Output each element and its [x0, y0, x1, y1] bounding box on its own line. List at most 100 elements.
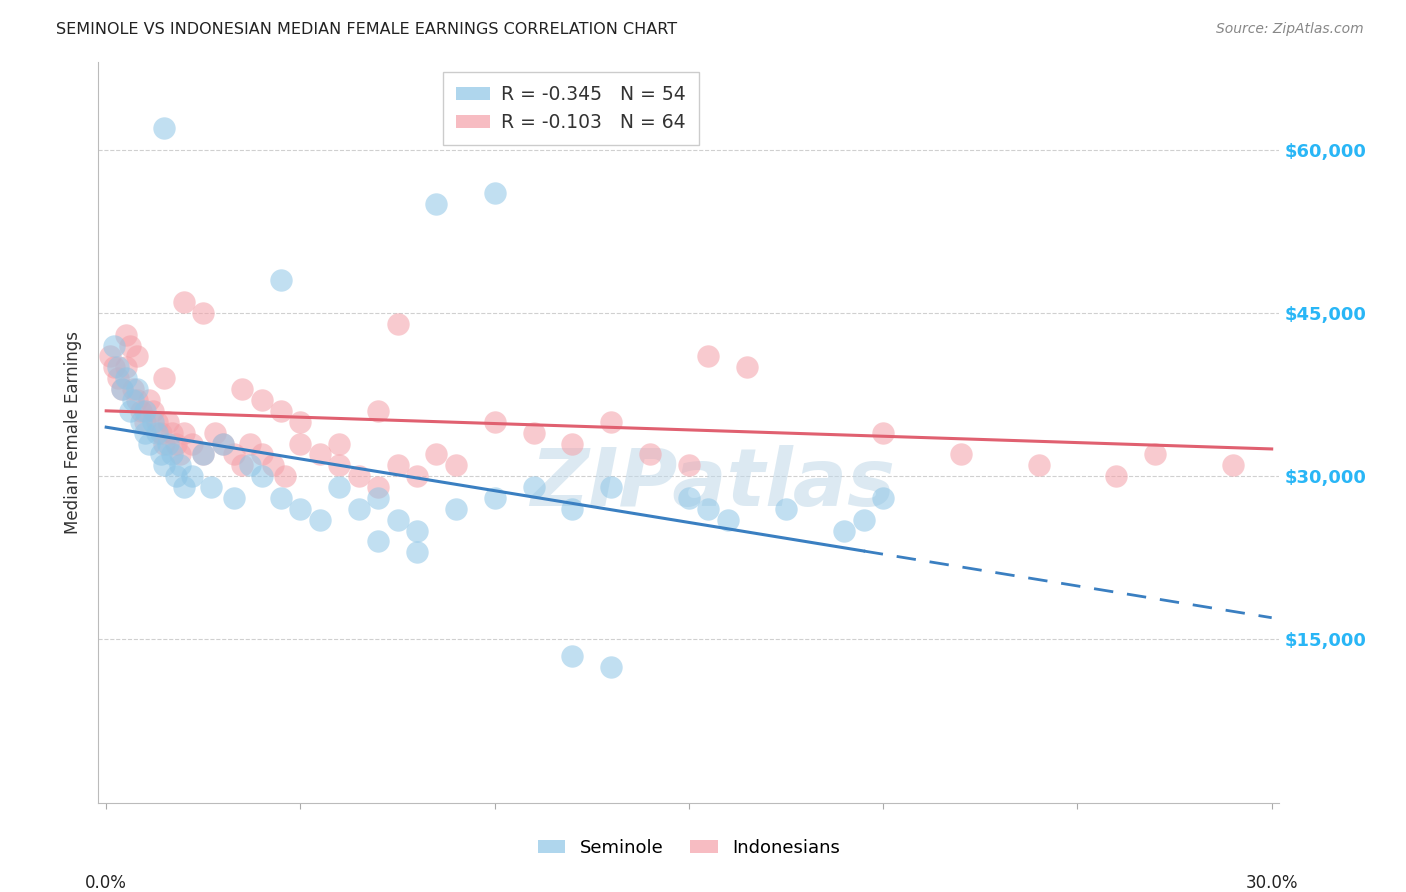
Point — [347, 469, 370, 483]
Point — [290, 501, 312, 516]
Point — [153, 120, 176, 135]
Point — [138, 436, 160, 450]
Point — [522, 425, 544, 440]
Point — [444, 458, 467, 473]
Point — [697, 350, 720, 364]
Point — [129, 415, 152, 429]
Point — [173, 480, 195, 494]
Point — [153, 436, 176, 450]
Point — [153, 458, 176, 473]
Point — [270, 273, 292, 287]
Point — [165, 469, 187, 483]
Point — [387, 458, 409, 473]
Point — [162, 447, 183, 461]
Point — [114, 327, 136, 342]
Text: SEMINOLE VS INDONESIAN MEDIAN FEMALE EARNINGS CORRELATION CHART: SEMINOLE VS INDONESIAN MEDIAN FEMALE EAR… — [56, 22, 678, 37]
Point — [561, 436, 583, 450]
Point — [1028, 458, 1050, 473]
Point — [118, 404, 141, 418]
Point — [114, 360, 136, 375]
Point — [153, 371, 176, 385]
Point — [834, 524, 856, 538]
Point — [129, 404, 152, 418]
Point — [111, 382, 134, 396]
Point — [231, 382, 253, 396]
Point — [250, 469, 273, 483]
Point — [157, 436, 180, 450]
Point — [169, 447, 191, 461]
Point — [367, 480, 389, 494]
Point — [157, 415, 180, 429]
Point — [852, 513, 875, 527]
Point — [1144, 447, 1167, 461]
Point — [145, 415, 167, 429]
Point — [872, 425, 894, 440]
Point — [173, 295, 195, 310]
Point — [1105, 469, 1128, 483]
Point — [1222, 458, 1244, 473]
Point — [717, 513, 740, 527]
Point — [678, 458, 700, 473]
Point — [387, 317, 409, 331]
Point — [204, 425, 226, 440]
Point — [735, 360, 758, 375]
Point — [387, 513, 409, 527]
Point — [328, 480, 350, 494]
Point — [406, 545, 429, 559]
Point — [367, 534, 389, 549]
Point — [103, 360, 125, 375]
Point — [127, 350, 149, 364]
Text: 30.0%: 30.0% — [1246, 873, 1298, 892]
Point — [425, 447, 447, 461]
Y-axis label: Median Female Earnings: Median Female Earnings — [65, 331, 83, 534]
Point — [697, 501, 720, 516]
Point — [872, 491, 894, 505]
Point — [169, 458, 191, 473]
Point — [290, 415, 312, 429]
Point — [127, 382, 149, 396]
Point — [180, 469, 202, 483]
Point — [600, 415, 623, 429]
Point — [134, 425, 156, 440]
Point — [484, 415, 506, 429]
Point — [98, 350, 121, 364]
Point — [270, 404, 292, 418]
Point — [149, 447, 172, 461]
Point — [425, 197, 447, 211]
Point — [122, 392, 145, 407]
Point — [138, 392, 160, 407]
Point — [347, 501, 370, 516]
Point — [406, 469, 429, 483]
Point — [775, 501, 797, 516]
Point — [114, 371, 136, 385]
Point — [239, 458, 262, 473]
Point — [193, 447, 215, 461]
Point — [367, 491, 389, 505]
Point — [328, 436, 350, 450]
Point — [949, 447, 972, 461]
Point — [107, 371, 129, 385]
Point — [290, 436, 312, 450]
Point — [270, 491, 292, 505]
Point — [600, 480, 623, 494]
Point — [111, 382, 134, 396]
Point — [561, 648, 583, 663]
Point — [309, 513, 332, 527]
Point — [239, 436, 262, 450]
Point — [328, 458, 350, 473]
Point — [145, 425, 167, 440]
Point — [134, 415, 156, 429]
Point — [162, 425, 183, 440]
Point — [250, 392, 273, 407]
Point — [142, 404, 165, 418]
Point — [173, 425, 195, 440]
Point — [367, 404, 389, 418]
Text: ZIPatlas: ZIPatlas — [530, 445, 896, 524]
Point — [193, 447, 215, 461]
Point — [561, 501, 583, 516]
Point — [444, 501, 467, 516]
Point — [165, 436, 187, 450]
Point — [149, 425, 172, 440]
Point — [180, 436, 202, 450]
Text: Source: ZipAtlas.com: Source: ZipAtlas.com — [1216, 22, 1364, 37]
